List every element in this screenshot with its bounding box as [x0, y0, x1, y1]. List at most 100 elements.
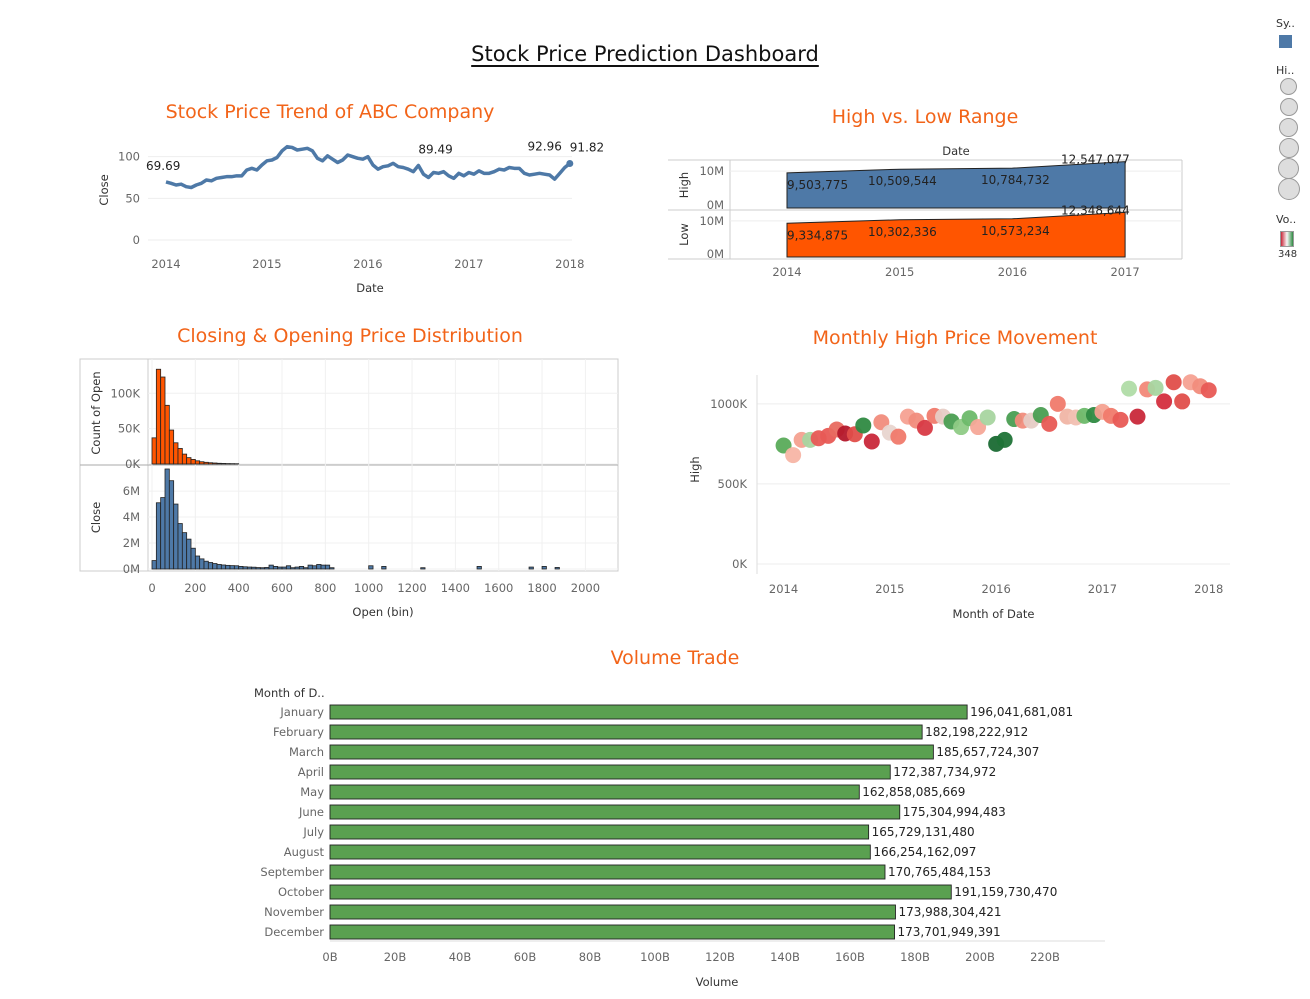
monthly-point: [855, 417, 872, 434]
monthly-point: [1041, 415, 1058, 432]
hist-bar: [381, 566, 387, 570]
volume-x-tick: 180B: [900, 950, 930, 964]
size-legend-circle: [1277, 178, 1300, 200]
hist-bar: [368, 565, 374, 570]
monthly-point: [785, 447, 802, 464]
monthly-point: [1147, 379, 1164, 396]
trend-y-tick: 0: [133, 233, 140, 247]
volume-x-tick: 20B: [384, 950, 407, 964]
trend-x-label: Date: [356, 281, 384, 295]
trend-series-line: [165, 144, 571, 190]
volume-legend-label: 348: [1278, 249, 1298, 260]
hist-y-tick: 0K: [125, 457, 140, 471]
highlow-x-tick: 2016: [998, 265, 1027, 279]
hist-x-tick: 2000: [571, 581, 600, 595]
hist-bar: [528, 566, 534, 570]
volume-category-label: April: [298, 765, 324, 779]
monthly-point: [916, 419, 933, 436]
volume-bar: [329, 744, 934, 760]
trend-x-tick: 2016: [353, 257, 382, 271]
volume-bar: [329, 764, 891, 780]
hist-x-tick: 1000: [354, 581, 383, 595]
highlow-chart-title: High vs. Low Range: [831, 106, 1019, 128]
hist-x-tick: 200: [184, 581, 206, 595]
highlow-data-label: 10,509,544: [868, 174, 937, 188]
hist-y-label: Count of Open: [89, 371, 103, 454]
hist-bar: [420, 567, 426, 570]
hist-x-tick: 400: [228, 581, 250, 595]
volume-data-label: 170,765,484,153: [888, 865, 991, 879]
highlow-y-tick: 10M: [699, 164, 724, 178]
volume-x-tick: 100B: [640, 950, 670, 964]
highlow-area-high: [786, 161, 1126, 209]
volume-data-label: 182,198,222,912: [925, 725, 1028, 739]
symbol-legend-swatch[interactable]: [1279, 35, 1292, 48]
monthly-x-tick: 2015: [875, 582, 904, 596]
monthly-point: [1121, 380, 1138, 397]
volume-category-label: September: [260, 865, 324, 879]
hist-y-tick: 4M: [123, 510, 140, 524]
hist-x-tick: 1400: [441, 581, 470, 595]
monthly-x-label: Month of Date: [953, 607, 1035, 621]
volume-category-label: August: [284, 845, 325, 859]
volume-data-label: 162,858,085,669: [862, 785, 965, 799]
volume-x-label: Volume: [696, 975, 739, 989]
volume-x-tick: 60B: [514, 950, 537, 964]
volume-category-label: October: [278, 885, 324, 899]
highlow-y-tick: 0M: [707, 247, 724, 261]
trend-annotation: 89.49: [418, 142, 452, 156]
volume-category-label: June: [298, 805, 324, 819]
highlow-x-tick: 2017: [1110, 265, 1139, 279]
volume-bar: [329, 784, 860, 800]
highlow-x-tick: 2015: [885, 265, 914, 279]
volume-x-tick: 120B: [705, 950, 735, 964]
volume-category-label: March: [289, 745, 324, 759]
monthly-x-tick: 2018: [1194, 582, 1223, 596]
monthly-y-tick: 1000K: [710, 397, 747, 411]
volume-bar: [329, 824, 870, 840]
volume-x-tick: 160B: [835, 950, 865, 964]
volume-x-tick: 140B: [770, 950, 800, 964]
hist-y-tick: 0M: [123, 562, 140, 576]
volume-category-label: December: [264, 925, 324, 939]
volume-bar: [329, 924, 895, 940]
highlow-data-label: 10,302,336: [868, 225, 937, 239]
monthly-y-label: High: [688, 456, 702, 482]
hist-y-tick: 50K: [118, 422, 141, 436]
hist-x-tick: 600: [271, 581, 293, 595]
volume-category-label: November: [264, 905, 324, 919]
hist-chart-title: Closing & Opening Price Distribution: [177, 325, 523, 347]
volume-category-label: January: [279, 705, 324, 719]
monthly-point: [1112, 411, 1129, 428]
volume-category-label: May: [300, 785, 324, 799]
monthly-point: [1200, 382, 1217, 399]
size-legend-circle: [1279, 118, 1298, 137]
volume-category-label: July: [302, 825, 324, 839]
volume-x-tick: 200B: [965, 950, 995, 964]
highlow-y-tick: 0M: [707, 198, 724, 212]
volume-data-label: 175,304,994,483: [903, 805, 1006, 819]
monthly-point: [1165, 374, 1182, 391]
highlow-data-label: 10,784,732: [981, 173, 1050, 187]
volume-row-header: Month of D..: [254, 686, 325, 700]
trend-annotation: 91.82: [570, 140, 604, 154]
monthly-x-tick: 2014: [769, 582, 798, 596]
monthly-point: [1156, 393, 1173, 410]
highlow-data-label: 12,348,644: [1061, 203, 1130, 217]
trend-x-tick: 2015: [252, 257, 281, 271]
volume-data-label: 191,159,730,470: [954, 885, 1057, 899]
trend-y-label: Close: [97, 174, 111, 205]
volume-data-label: 173,701,949,391: [898, 925, 1001, 939]
hist-bar: [329, 567, 335, 570]
volume-bar: [329, 864, 886, 880]
monthly-point: [890, 428, 907, 445]
volume-legend-gradient: [1280, 231, 1294, 247]
dashboard-title: Stock Price Prediction Dashboard: [471, 42, 819, 66]
volume-legend-title: Vo..: [1276, 213, 1297, 226]
highlow-data-label: 9,334,875: [787, 228, 848, 242]
hist-x-tick: 1600: [484, 581, 513, 595]
monthly-x-tick: 2016: [982, 582, 1011, 596]
hist-y-tick: 2M: [123, 536, 140, 550]
